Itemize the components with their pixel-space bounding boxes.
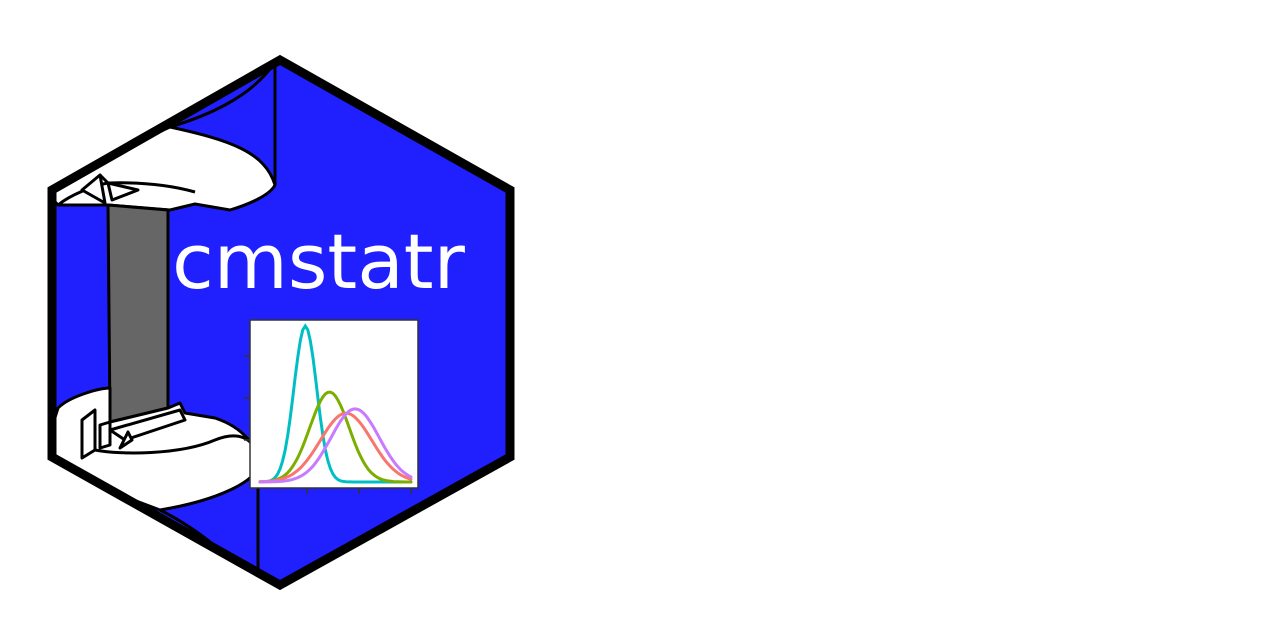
mini-density-plot xyxy=(244,319,419,494)
package-name: cmstatr xyxy=(172,217,466,306)
hex-border xyxy=(47,54,515,591)
plot-panel xyxy=(249,319,419,489)
density-curve-4 xyxy=(258,407,413,484)
plot-ticks xyxy=(244,355,412,494)
dogbone-tensile-specimen-icon xyxy=(52,61,277,585)
density-curve-3 xyxy=(258,411,413,484)
density-curve-2 xyxy=(258,390,413,484)
